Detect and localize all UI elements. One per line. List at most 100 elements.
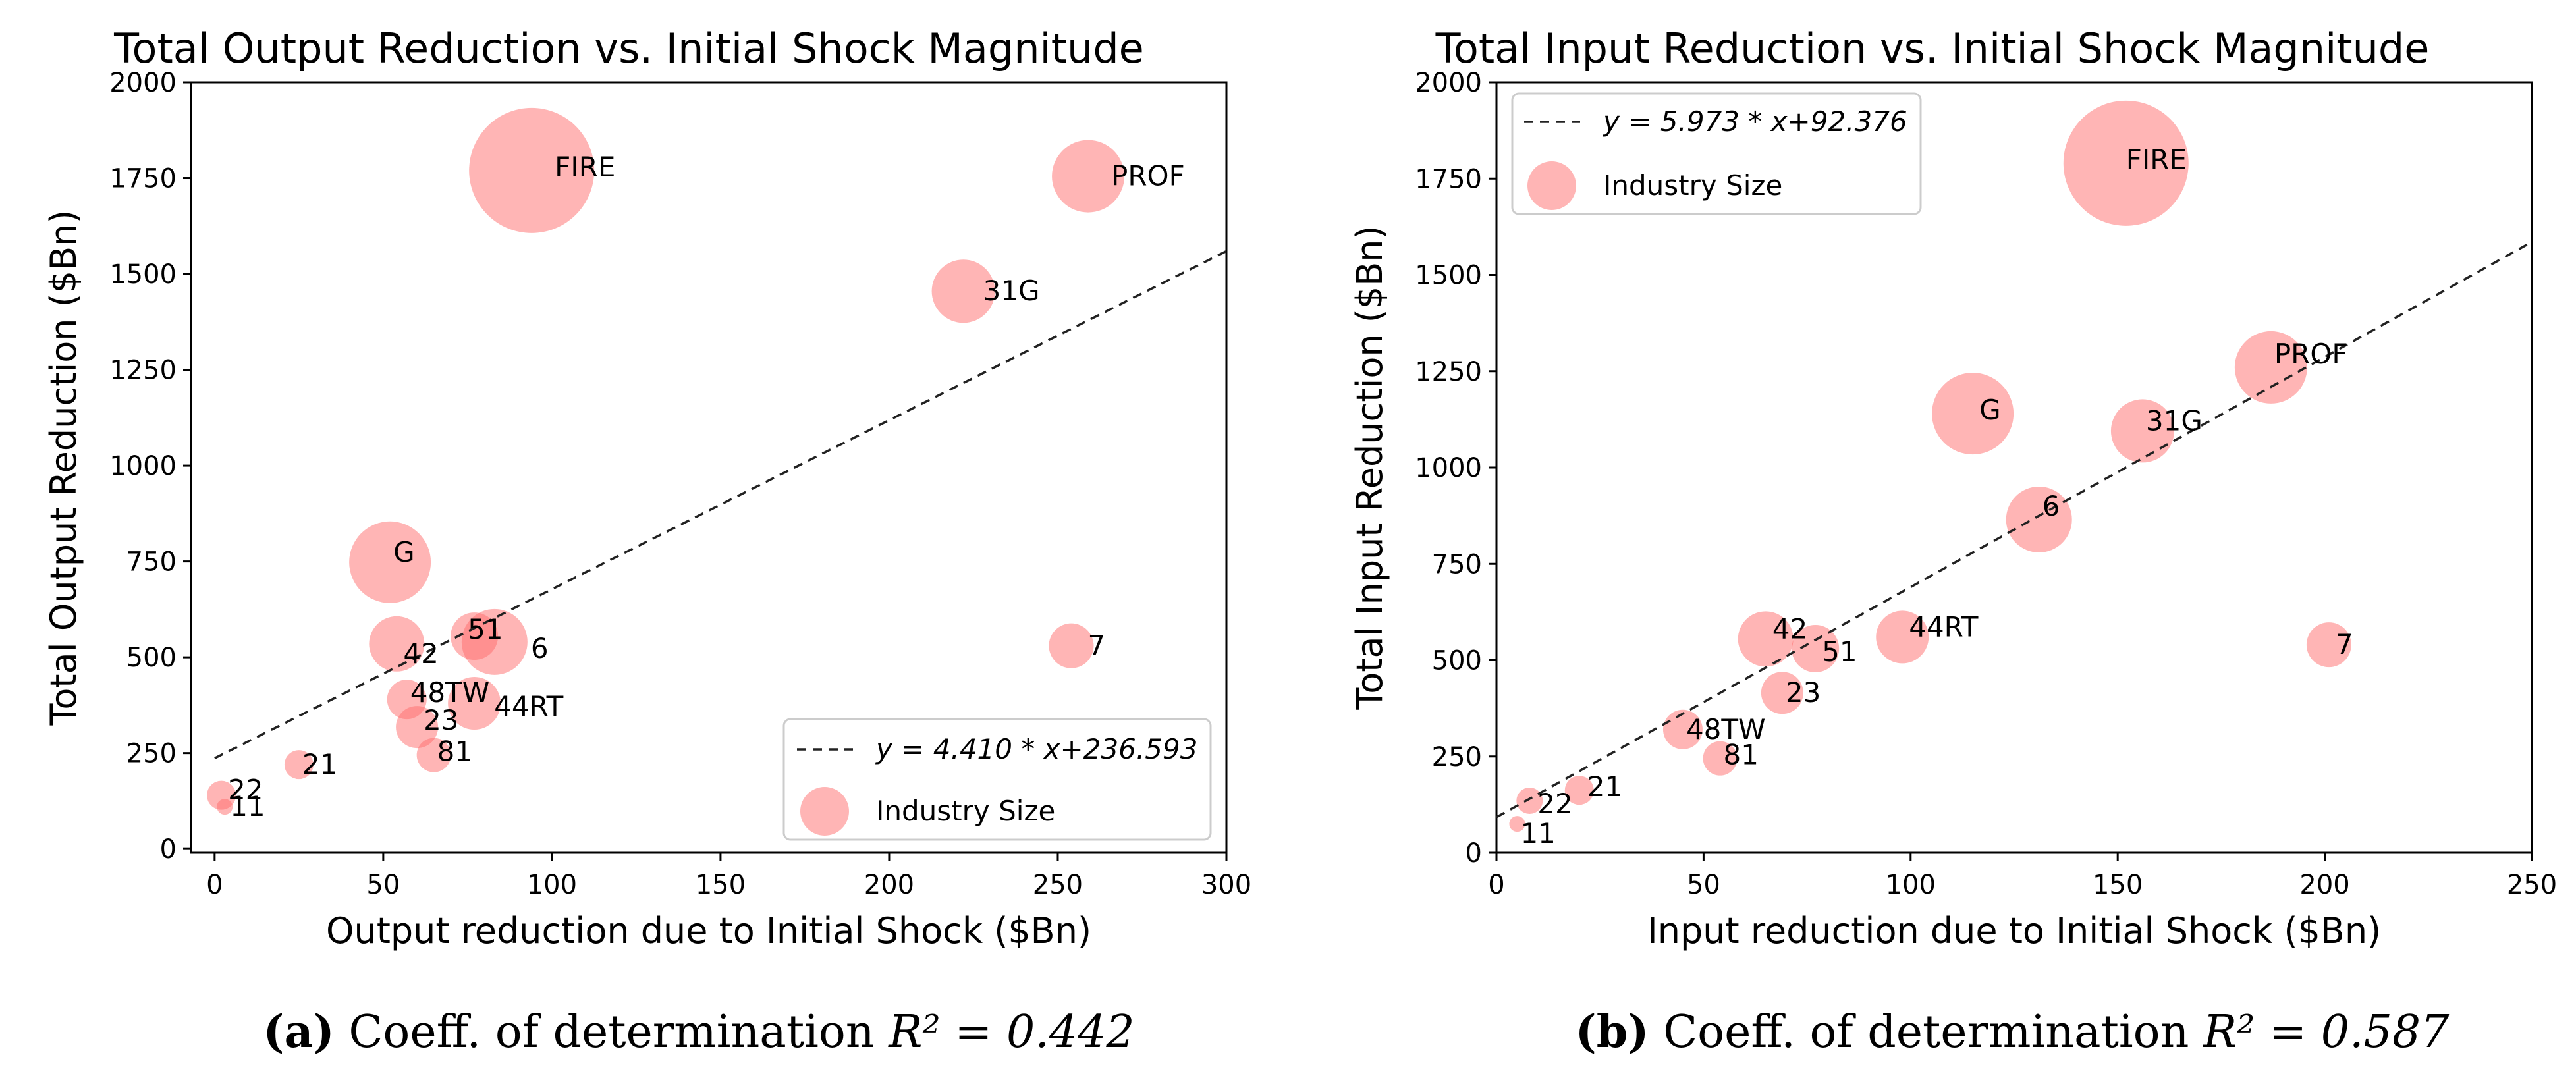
chart-a-points [207, 107, 1125, 815]
chart-b-ticks: 0 50 100 150 200 250 0 250 500 750 1000 1250 1500 175… [1415, 68, 2557, 900]
caption-a-prefix: (a) [263, 1006, 334, 1058]
chart-a-ytick-label: 500 [126, 643, 177, 673]
panel-b: Total Input Reduction vs. Initial Shock … [1349, 24, 2557, 1058]
chart-a-xtick-label: 250 [1033, 870, 1083, 900]
chart-b-point-22 [1516, 788, 1543, 815]
chart-a-ticks: 0 50 100 150 200 250 300 0 250 500 750 1000 1250 1500… [109, 68, 1251, 900]
chart-a-ytick-label: 2000 [109, 68, 177, 98]
chart-a-xtick-label: 100 [527, 870, 577, 900]
caption-b-r2: R² = 0.587 [2202, 1006, 2450, 1058]
chart-b-point-7 [2306, 622, 2351, 668]
chart-b-label-fire: FIRE [2126, 144, 2187, 176]
chart-a-point-fire [469, 107, 595, 233]
chart-b-point-81 [1703, 741, 1738, 776]
chart-b-point-11 [1509, 816, 1525, 832]
caption-a-text: Coeff. of determination [348, 1006, 874, 1058]
chart-b-ylabel: Total Input Reduction ($Bn) [1349, 225, 1390, 710]
chart-a-label-31g: 31G [983, 275, 1040, 307]
chart-b-point-23 [1761, 672, 1803, 714]
chart-b-ytick-label: 1500 [1415, 261, 1482, 291]
chart-b-ytick-label: 1250 [1415, 357, 1482, 387]
chart-b-label-22: 22 [1537, 788, 1572, 820]
chart-b-ytick-label: 0 [1466, 838, 1482, 869]
chart-b-label-11: 11 [1520, 817, 1555, 849]
chart-b-legend-marker-swatch [1527, 161, 1576, 210]
caption-a: (a) Coeff. of determination R² = 0.442 [263, 1006, 1134, 1058]
chart-b-label-48tw: 48TW [1686, 713, 1766, 745]
chart-a-xtick-label: 150 [696, 870, 746, 900]
chart-a-point-42 [369, 616, 425, 672]
chart-a-ytick-label: 0 [160, 834, 177, 865]
chart-b-legend: y = 5.973 * x+92.376 Industry Size [1511, 92, 1922, 215]
chart-a-legend-size: Industry Size [876, 795, 1055, 827]
chart-a-legend-box [782, 718, 1212, 841]
chart-a-fit-line [214, 250, 1227, 760]
chart-b-point-21 [1564, 776, 1594, 805]
chart-a-label-g: G [393, 536, 415, 568]
chart-b-ytick-label: 2000 [1415, 68, 1482, 98]
chart-a-ylabel: Total Output Reduction ($Bn) [43, 210, 84, 726]
chart-a-label-51: 51 [468, 613, 503, 645]
chart-a-label-23: 23 [424, 704, 458, 736]
chart-a-xlabel: Output reduction due to Initial Shock ($… [326, 910, 1091, 952]
chart-b-xtick-label: 0 [1488, 870, 1504, 900]
chart-a-xtick-label: 50 [366, 870, 400, 900]
chart-b-ytick-label: 750 [1432, 549, 1482, 579]
chart-a-frame [190, 81, 1228, 854]
chart-b-point-42 [1738, 611, 1794, 667]
chart-b-label-51: 51 [1822, 635, 1857, 668]
chart-a-point-44rt [448, 676, 501, 730]
panel-a: Total Output Reduction vs. Initial Shock… [43, 24, 1251, 1058]
chart-b-label-21: 21 [1587, 770, 1622, 803]
chart-b-xtick-label: 150 [2093, 870, 2143, 900]
chart-a-ytick-label: 1000 [109, 451, 177, 481]
chart-b-point-6 [2006, 486, 2072, 552]
chart-b-label-prof: PROF [2274, 338, 2348, 370]
chart-a-label-7: 7 [1087, 630, 1105, 662]
chart-b-label-31g: 31G [2146, 404, 2203, 437]
chart-b-legend-fit: y = 5.973 * x+92.376 [1602, 105, 1907, 138]
chart-b-label-g: G [1979, 394, 2001, 426]
chart-b-legend-box [1511, 92, 1922, 215]
chart-b-ytick-label: 1000 [1415, 453, 1482, 483]
chart-a-point-81 [416, 738, 451, 772]
chart-a-legend-fit: y = 4.410 * x+236.593 [875, 733, 1197, 765]
chart-b-point-g [1932, 373, 2014, 455]
chart-a-label-44rt: 44RT [494, 690, 564, 722]
chart-b-label-44rt: 44RT [1909, 610, 1979, 643]
chart-b-label-23: 23 [1786, 676, 1821, 709]
chart-a-label-11: 11 [230, 790, 265, 822]
caption-b-prefix: (b) [1576, 1006, 1649, 1058]
chart-b-ytick-label: 250 [1432, 742, 1482, 772]
chart-a-legend: y = 4.410 * x+236.593 Industry Size [782, 718, 1212, 841]
chart-a-point-48tw [387, 680, 427, 720]
chart-a-point-21 [284, 750, 314, 780]
chart-a-point-11 [217, 799, 233, 815]
chart-b-xtick-label: 100 [1886, 870, 1936, 900]
chart-b-label-6: 6 [2042, 490, 2060, 522]
chart-a-xtick-label: 0 [206, 870, 223, 900]
chart-a-xtick-label: 300 [1201, 870, 1251, 900]
chart-a-label-81: 81 [437, 736, 472, 768]
chart-b-xtick-label: 200 [2299, 870, 2349, 900]
chart-a-label-prof: PROF [1111, 160, 1185, 192]
chart-a-xtick-label: 200 [864, 870, 914, 900]
caption-a-r2: R² = 0.442 [887, 1006, 1134, 1058]
chart-b-point-44rt [1876, 610, 1929, 664]
chart-a-legend-marker-swatch [800, 787, 849, 836]
caption-b-text: Coeff. of determination [1663, 1006, 2189, 1058]
chart-a-ytick-label: 750 [126, 547, 177, 578]
chart-a-point-g [349, 521, 431, 603]
chart-b-legend-size: Industry Size [1603, 169, 1782, 202]
chart-a-ytick-label: 1500 [109, 259, 177, 290]
chart-a-point-51 [451, 612, 499, 660]
chart-a-ytick-label: 250 [126, 739, 177, 769]
chart-b-label-81: 81 [1724, 739, 1759, 771]
chart-b-label-7: 7 [2336, 628, 2353, 660]
chart-a-title: Total Output Reduction vs. Initial Shock… [113, 24, 1144, 72]
chart-b-xtick-label: 50 [1687, 870, 1720, 900]
chart-a-label-48tw: 48TW [410, 676, 490, 709]
